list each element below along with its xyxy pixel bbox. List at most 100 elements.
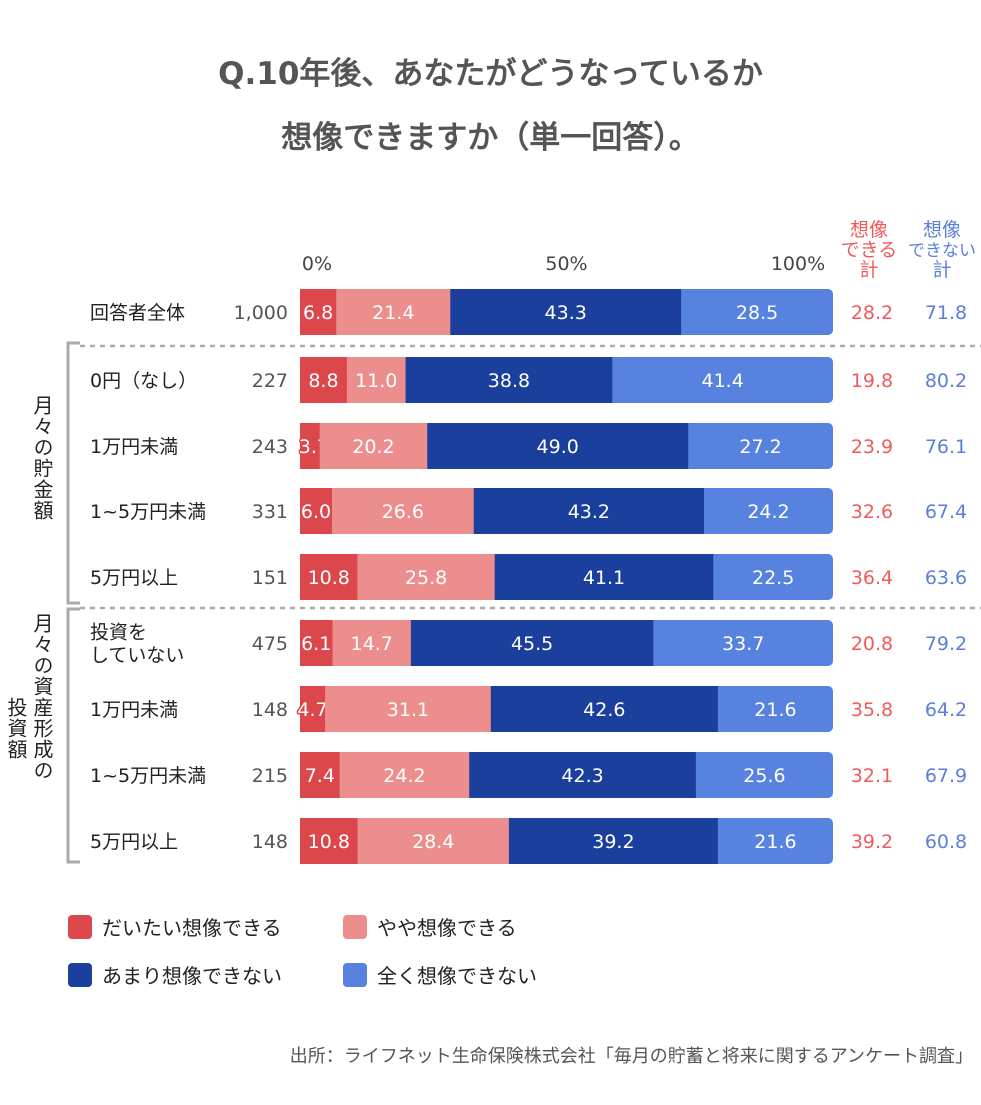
category-label: 5万円以上 <box>90 567 178 589</box>
total-header: できない <box>908 241 976 261</box>
bar-segment <box>325 686 492 732</box>
total-value: 76.1 <box>925 436 967 458</box>
data-label: 6.1 <box>301 633 331 655</box>
sample-size: 151 <box>252 567 288 589</box>
data-label: 27.2 <box>739 436 781 458</box>
data-label: 41.1 <box>583 567 625 589</box>
bar-segment <box>336 289 451 335</box>
bar-segment <box>332 620 412 666</box>
bar-segment <box>427 423 689 469</box>
bar-segment <box>695 752 833 798</box>
chart-title-line2: 想像できますか（単一回答）。 <box>281 120 700 156</box>
data-label: 24.2 <box>383 765 425 787</box>
sample-size: 243 <box>252 436 288 458</box>
bar-segment <box>473 488 705 534</box>
total-value: 32.6 <box>851 501 893 523</box>
sample-size: 148 <box>252 699 288 721</box>
category-label: 1万円未満 <box>90 699 178 721</box>
data-label: 21.4 <box>372 302 414 324</box>
bar-segment <box>300 686 326 732</box>
data-label: 6.8 <box>303 302 333 324</box>
bar-segment <box>357 554 496 600</box>
category-label: 回答者全体 <box>90 302 185 324</box>
sample-size: 1,000 <box>234 302 288 324</box>
data-label: 10.8 <box>308 567 350 589</box>
group-bracket <box>66 341 80 605</box>
group-label-investment-col2: 投資額 <box>4 697 28 760</box>
data-label: 10.8 <box>308 831 350 853</box>
bar-segment <box>508 818 719 864</box>
data-label: 43.3 <box>545 302 587 324</box>
bar-segment <box>300 818 359 864</box>
sample-size: 148 <box>252 831 288 853</box>
chart-title-line1: Q.10年後、あなたがどうなっているか <box>218 56 763 92</box>
bar-segment <box>681 289 833 335</box>
category-label: 5万円以上 <box>90 831 178 853</box>
bar-segment <box>688 423 833 469</box>
data-label: 33.7 <box>722 633 764 655</box>
data-label: 39.2 <box>592 831 634 853</box>
x-tick-label: 50% <box>545 253 587 275</box>
category-label: 0円（なし） <box>90 370 197 392</box>
sample-size: 475 <box>252 633 288 655</box>
data-label: 28.5 <box>736 302 778 324</box>
data-label: 38.8 <box>488 370 530 392</box>
data-label: 42.6 <box>583 699 625 721</box>
data-label: 7.4 <box>305 765 335 787</box>
total-value: 19.8 <box>851 370 893 392</box>
bar-segment <box>450 289 682 335</box>
total-value: 36.4 <box>851 567 893 589</box>
total-value: 32.1 <box>851 765 893 787</box>
bar-segment <box>717 686 833 732</box>
bar-segment <box>357 818 510 864</box>
data-label: 31.1 <box>387 699 429 721</box>
legend-swatch <box>343 962 367 987</box>
data-label: 11.0 <box>355 370 397 392</box>
legend-item-3: 全く想像できない <box>343 960 537 989</box>
legend-swatch <box>343 914 367 939</box>
bar-segment <box>410 620 654 666</box>
legend-item-1: やや想像できる <box>343 912 517 941</box>
bar-segment <box>490 686 719 732</box>
source-note: 出所：ライフネット生命保険株式会社「毎月の貯蓄と将来に関するアンケート調査」 <box>289 1046 973 1067</box>
category-label: 1万円未満 <box>90 436 178 458</box>
bar-segment <box>331 488 475 534</box>
data-label: 20.2 <box>352 436 394 458</box>
bar-segment <box>469 752 697 798</box>
total-value: 63.6 <box>925 567 967 589</box>
bar-segment <box>300 488 333 534</box>
bar-segment <box>704 488 833 534</box>
data-label: 49.0 <box>537 436 579 458</box>
total-value: 79.2 <box>925 633 967 655</box>
total-value: 71.8 <box>925 302 967 324</box>
data-label: 26.6 <box>382 501 424 523</box>
group-bracket <box>66 607 80 864</box>
bar-segment <box>717 818 833 864</box>
sample-size: 227 <box>252 370 288 392</box>
sample-size: 331 <box>252 501 288 523</box>
data-label: 8.8 <box>308 370 338 392</box>
data-label: 25.6 <box>743 765 785 787</box>
data-label: 22.5 <box>752 567 794 589</box>
sample-size: 215 <box>252 765 288 787</box>
x-tick-label: 0% <box>302 253 332 275</box>
bar-segment <box>300 289 337 335</box>
x-tick-label: 100% <box>771 253 825 275</box>
bar-segment <box>300 554 358 600</box>
bar-segment <box>339 752 470 798</box>
data-label: 14.7 <box>351 633 393 655</box>
bar-segment <box>612 357 833 403</box>
bar-segment <box>405 357 613 403</box>
total-value: 23.9 <box>851 436 893 458</box>
data-label: 24.2 <box>747 501 789 523</box>
group-label-investment-col1: 月々の資産形成の <box>30 613 54 781</box>
total-header: 計 <box>859 259 878 281</box>
legend-swatch <box>68 962 92 987</box>
bar-segment <box>300 423 321 469</box>
legend-label: やや想像できる <box>377 916 517 940</box>
group-label-savings: 月々の貯金額 <box>30 395 54 521</box>
bar-segment <box>346 357 407 403</box>
total-header: 想像 <box>850 219 888 241</box>
data-label: 25.8 <box>405 567 447 589</box>
